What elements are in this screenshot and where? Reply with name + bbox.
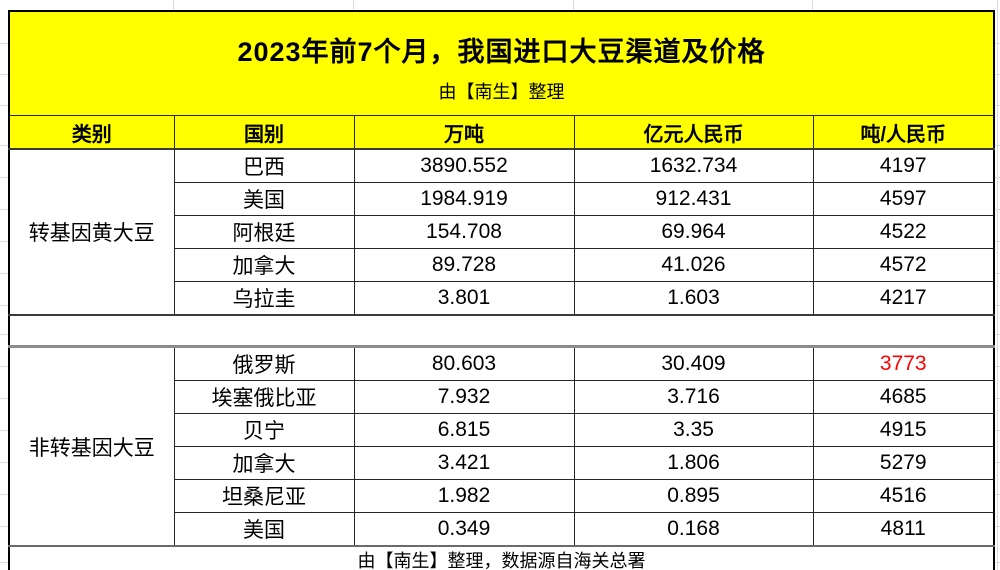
price-cell: 4685 (812, 380, 995, 414)
soybean-import-table: 2023年前7个月，我国进口大豆渠道及价格 由【南生】整理 类别 国别 万吨 亿… (8, 10, 996, 570)
price-cell: 4516 (812, 479, 995, 513)
tonnage-cell: 3890.552 (353, 148, 575, 183)
value-rmb-cell: 41.026 (573, 248, 814, 282)
country-cell: 阿根廷 (173, 215, 355, 249)
country-cell: 美国 (173, 512, 355, 547)
value-rmb-cell: 1.806 (573, 446, 814, 480)
value-rmb-cell: 30.409 (573, 345, 814, 381)
tonnage-cell: 80.603 (353, 345, 575, 381)
country-cell: 加拿大 (173, 248, 355, 282)
price-cell: 4811 (812, 512, 995, 547)
spacer-cell (8, 314, 995, 348)
header-row: 类别 国别 万吨 亿元人民币 吨/人民币 (8, 115, 995, 150)
price-cell: 4572 (812, 248, 995, 282)
value-rmb-cell: 1.603 (573, 281, 814, 316)
table-subtitle: 由【南生】整理 (438, 81, 565, 102)
title-cell: 2023年前7个月，我国进口大豆渠道及价格 由【南生】整理 (8, 10, 995, 116)
country-cell: 乌拉圭 (173, 281, 355, 316)
tonnage-cell: 1.982 (353, 479, 575, 513)
column-header-price: 吨/人民币 (812, 115, 995, 150)
country-cell: 坦桑尼亚 (173, 479, 355, 513)
excel-gridline (997, 0, 998, 570)
tonnage-cell: 3.421 (353, 446, 575, 480)
value-rmb-cell: 0.168 (573, 512, 814, 547)
table-row: 加拿大 89.728 41.026 4572 (9, 248, 995, 282)
price-cell: 4522 (812, 215, 995, 249)
column-header-category: 类别 (8, 115, 175, 150)
tonnage-cell: 1984.919 (353, 182, 575, 216)
country-cell: 巴西 (173, 148, 355, 183)
table-title: 2023年前7个月，我国进口大豆渠道及价格 (237, 36, 766, 67)
tonnage-cell: 6.815 (353, 413, 575, 447)
footer-row: 由【南生】整理，数据源自海关总署 (8, 545, 995, 570)
title-row: 2023年前7个月，我国进口大豆渠道及价格 由【南生】整理 (8, 10, 995, 116)
country-cell: 加拿大 (173, 446, 355, 480)
price-cell: 4597 (812, 182, 995, 216)
price-cell: 5279 (812, 446, 995, 480)
table-row: 埃塞俄比亚 7.932 3.716 4685 (9, 380, 995, 414)
table-row: 坦桑尼亚 1.982 0.895 4516 (9, 479, 995, 513)
price-cell: 4915 (812, 413, 995, 447)
table-footer-note: 由【南生】整理，数据源自海关总署 (8, 545, 995, 570)
column-header-value-rmb: 亿元人民币 (573, 115, 814, 150)
value-rmb-cell: 3.716 (573, 380, 814, 414)
tonnage-cell: 7.932 (353, 380, 575, 414)
value-rmb-cell: 912.431 (573, 182, 814, 216)
country-cell: 美国 (173, 182, 355, 216)
column-header-country: 国别 (173, 115, 355, 150)
table-row: 贝宁 6.815 3.35 4915 (9, 413, 995, 447)
table-row: 乌拉圭 3.801 1.603 4217 (9, 281, 995, 316)
column-header-tonnage: 万吨 (353, 115, 575, 150)
country-cell: 贝宁 (173, 413, 355, 447)
table-row: 美国 0.349 0.168 4811 (9, 512, 995, 547)
country-cell: 埃塞俄比亚 (173, 380, 355, 414)
tonnage-cell: 0.349 (353, 512, 575, 547)
value-rmb-cell: 69.964 (573, 215, 814, 249)
table-row: 非转基因大豆 俄罗斯 80.603 30.409 3773 (8, 345, 995, 547)
tonnage-cell: 154.708 (353, 215, 575, 249)
category-cell-non-gmo: 非转基因大豆 (8, 345, 175, 547)
value-rmb-cell: 0.895 (573, 479, 814, 513)
table-row: 转基因黄大豆 巴西 3890.552 1632.734 4197 (8, 148, 995, 316)
category-cell-gmo: 转基因黄大豆 (8, 148, 175, 316)
price-cell-highlighted: 3773 (812, 345, 995, 381)
tonnage-cell: 89.728 (353, 248, 575, 282)
value-rmb-cell: 3.35 (573, 413, 814, 447)
tonnage-cell: 3.801 (353, 281, 575, 316)
spacer-row (8, 314, 995, 348)
country-cell: 俄罗斯 (173, 345, 355, 381)
value-rmb-cell: 1632.734 (573, 148, 814, 183)
price-cell: 4197 (812, 148, 995, 183)
table-row: 加拿大 3.421 1.806 5279 (9, 446, 995, 480)
price-cell: 4217 (812, 281, 995, 316)
